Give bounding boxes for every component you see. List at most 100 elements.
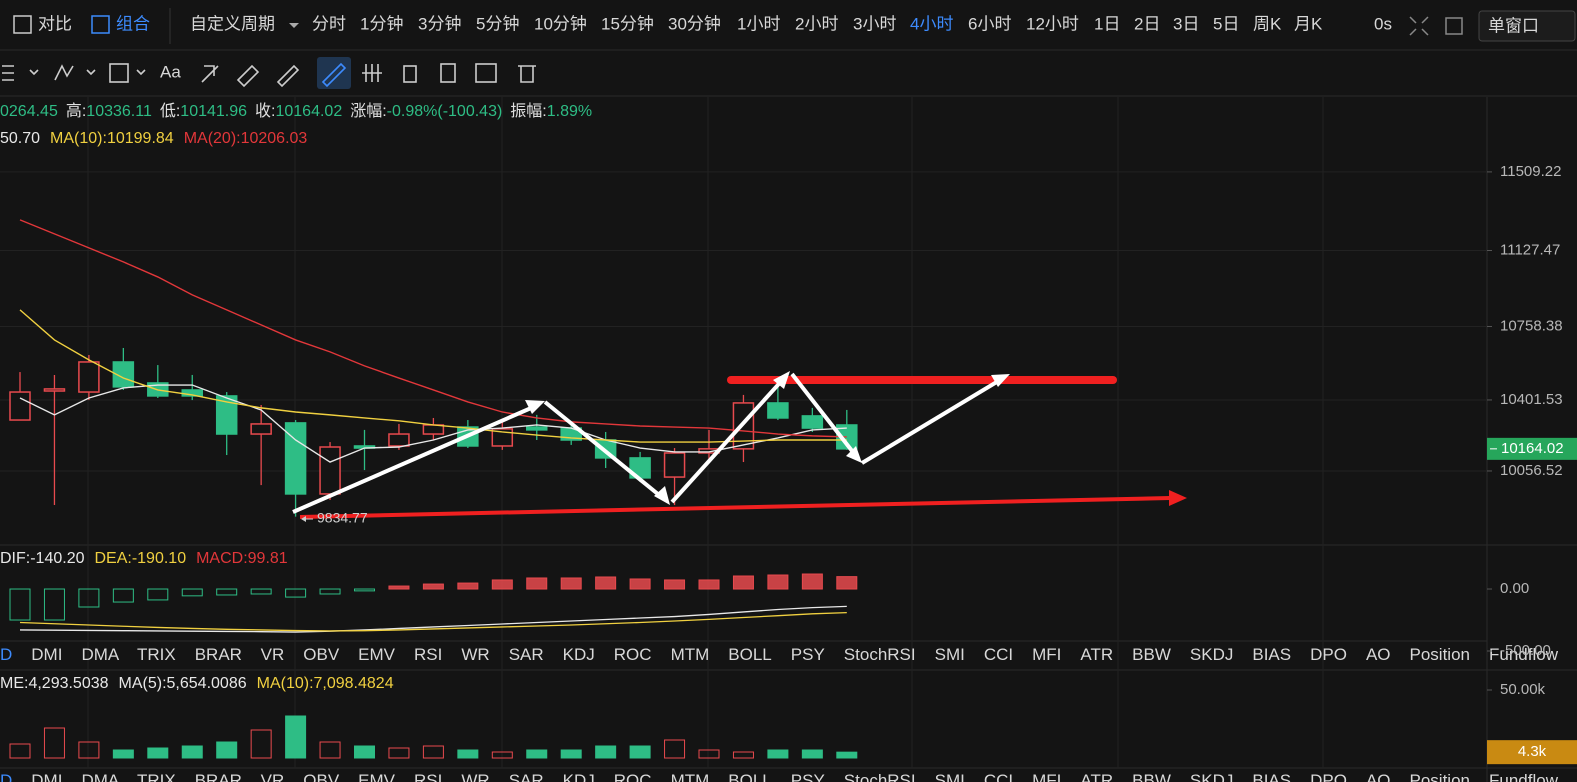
tool-settings[interactable] [475, 63, 497, 83]
indicator-tab[interactable]: SKDJ [1190, 771, 1233, 782]
indicator-tab[interactable]: CCI [984, 771, 1013, 782]
dropdown-arrow[interactable] [289, 23, 299, 28]
indicator-tab[interactable]: D [0, 771, 12, 782]
custom-period[interactable]: 自定义周期 [190, 14, 275, 33]
period-button[interactable]: 6小时 [968, 14, 1011, 33]
period-button[interactable]: 2日 [1134, 14, 1160, 33]
combine-button[interactable]: 组合 [116, 14, 150, 33]
tool-lines[interactable] [2, 65, 14, 81]
indicator-tab[interactable]: BIAS [1252, 771, 1291, 782]
tool-delete[interactable] [518, 65, 536, 83]
period-button[interactable]: 3小时 [853, 14, 896, 33]
indicator-tab[interactable]: KDJ [563, 645, 595, 664]
period-button[interactable]: 1小时 [737, 14, 780, 33]
combine-icon[interactable] [91, 15, 110, 34]
tool-wave[interactable] [54, 64, 74, 81]
indicator-tab[interactable]: StochRSI [844, 645, 916, 664]
indicator-tab[interactable]: BBW [1132, 645, 1171, 664]
period-button[interactable]: 1分钟 [360, 14, 403, 33]
indicator-tab[interactable]: ROC [614, 645, 652, 664]
indicator-tab[interactable]: BRAR [195, 771, 242, 782]
indicator-tab[interactable]: TRIX [137, 771, 176, 782]
period-button[interactable]: 分时 [312, 14, 346, 33]
tool-lock[interactable] [403, 65, 417, 83]
indicator-tab[interactable]: Fundflow [1489, 771, 1559, 782]
indicator-tab[interactable]: PSY [791, 645, 825, 664]
popout-icon[interactable] [1445, 17, 1463, 35]
indicator-tab[interactable]: OBV [303, 645, 340, 664]
font-tool[interactable]: Aa [160, 62, 181, 81]
indicator-tab[interactable]: SMI [935, 771, 965, 782]
indicator-tab[interactable]: MFI [1032, 771, 1061, 782]
indicator-tab[interactable]: SKDJ [1190, 645, 1233, 664]
indicator-tab[interactable]: PSY [791, 771, 825, 782]
window-button[interactable] [1478, 10, 1576, 42]
compare-icon[interactable] [13, 15, 32, 34]
period-button[interactable]: 5分钟 [476, 14, 519, 33]
indicator-tab[interactable]: VR [261, 645, 285, 664]
tool-pattern[interactable] [362, 64, 382, 82]
indicator-tab[interactable]: BIAS [1252, 645, 1291, 664]
indicator-tab[interactable]: WR [461, 645, 489, 664]
period-button[interactable]: 5日 [1213, 14, 1239, 33]
indicator-tab[interactable]: SMI [935, 645, 965, 664]
indicator-tab[interactable]: D [0, 645, 12, 664]
tool-measure[interactable] [109, 63, 129, 83]
tool-caret[interactable] [29, 69, 39, 76]
compare-button[interactable]: 对比 [38, 14, 72, 33]
indicator-tab[interactable]: BRAR [195, 645, 242, 664]
period-button[interactable]: 4小时 [910, 14, 953, 33]
indicator-tab[interactable]: ATR [1080, 645, 1113, 664]
indicator-tab[interactable]: KDJ [563, 771, 595, 782]
tool-caret[interactable] [136, 69, 146, 76]
indicator-tab[interactable]: Position [1410, 645, 1470, 664]
period-button[interactable]: 3日 [1173, 14, 1199, 33]
indicator-tab[interactable]: MFI [1032, 645, 1061, 664]
indicator-tab[interactable]: DMI [31, 645, 62, 664]
indicator-tab[interactable]: MTM [671, 645, 710, 664]
pen-tool[interactable] [321, 62, 347, 88]
indicator-tab[interactable]: DMA [81, 645, 119, 664]
indicator-tab[interactable]: DPO [1310, 771, 1347, 782]
period-button[interactable]: 2小时 [795, 14, 838, 33]
indicator-tab[interactable]: CCI [984, 645, 1013, 664]
window-mode[interactable]: 单窗口 [1488, 16, 1539, 35]
indicator-tab[interactable]: AO [1366, 645, 1391, 664]
indicator-tab[interactable]: RSI [414, 645, 442, 664]
period-button[interactable]: 周K [1253, 14, 1282, 33]
indicator-tab[interactable]: EMV [358, 645, 396, 664]
active-tool[interactable] [317, 57, 351, 89]
indicator-tab[interactable]: BBW [1132, 771, 1171, 782]
indicator-tab[interactable]: Position [1410, 771, 1470, 782]
indicator-tab[interactable]: Fundflow [1489, 645, 1559, 664]
indicator-tab[interactable]: BOLL [728, 771, 771, 782]
indicator-tab[interactable]: BOLL [728, 645, 771, 664]
indicator-tab[interactable]: ROC [614, 771, 652, 782]
indicator-tab[interactable]: AO [1366, 771, 1391, 782]
tool-eraser[interactable] [236, 64, 260, 88]
tool-brush[interactable] [201, 65, 219, 83]
indicator-tab[interactable]: OBV [303, 771, 340, 782]
period-button[interactable]: 月K [1294, 14, 1323, 33]
period-button[interactable]: 30分钟 [668, 14, 721, 33]
indicator-tab[interactable]: VR [261, 771, 285, 782]
indicator-tab[interactable]: TRIX [137, 645, 176, 664]
indicator-tab[interactable]: EMV [358, 771, 396, 782]
tool-copy[interactable] [440, 63, 456, 83]
tool-caret[interactable] [86, 69, 96, 76]
tool-ruler[interactable] [276, 64, 300, 88]
indicator-tab[interactable]: SAR [509, 771, 544, 782]
indicator-tab[interactable]: ATR [1080, 771, 1113, 782]
period-button[interactable]: 12小时 [1026, 14, 1079, 33]
period-button[interactable]: 1日 [1094, 14, 1120, 33]
indicator-tab[interactable]: DPO [1310, 645, 1347, 664]
indicator-tab[interactable]: DMI [31, 771, 62, 782]
indicator-tab[interactable]: SAR [509, 645, 544, 664]
indicator-tab[interactable]: RSI [414, 771, 442, 782]
indicator-tab[interactable]: MTM [671, 771, 710, 782]
fullscreen-icon[interactable] [1409, 16, 1429, 36]
indicator-tab[interactable]: WR [461, 771, 489, 782]
period-button[interactable]: 3分钟 [418, 14, 461, 33]
period-button[interactable]: 15分钟 [601, 14, 654, 33]
indicator-tab[interactable]: StochRSI [844, 771, 916, 782]
